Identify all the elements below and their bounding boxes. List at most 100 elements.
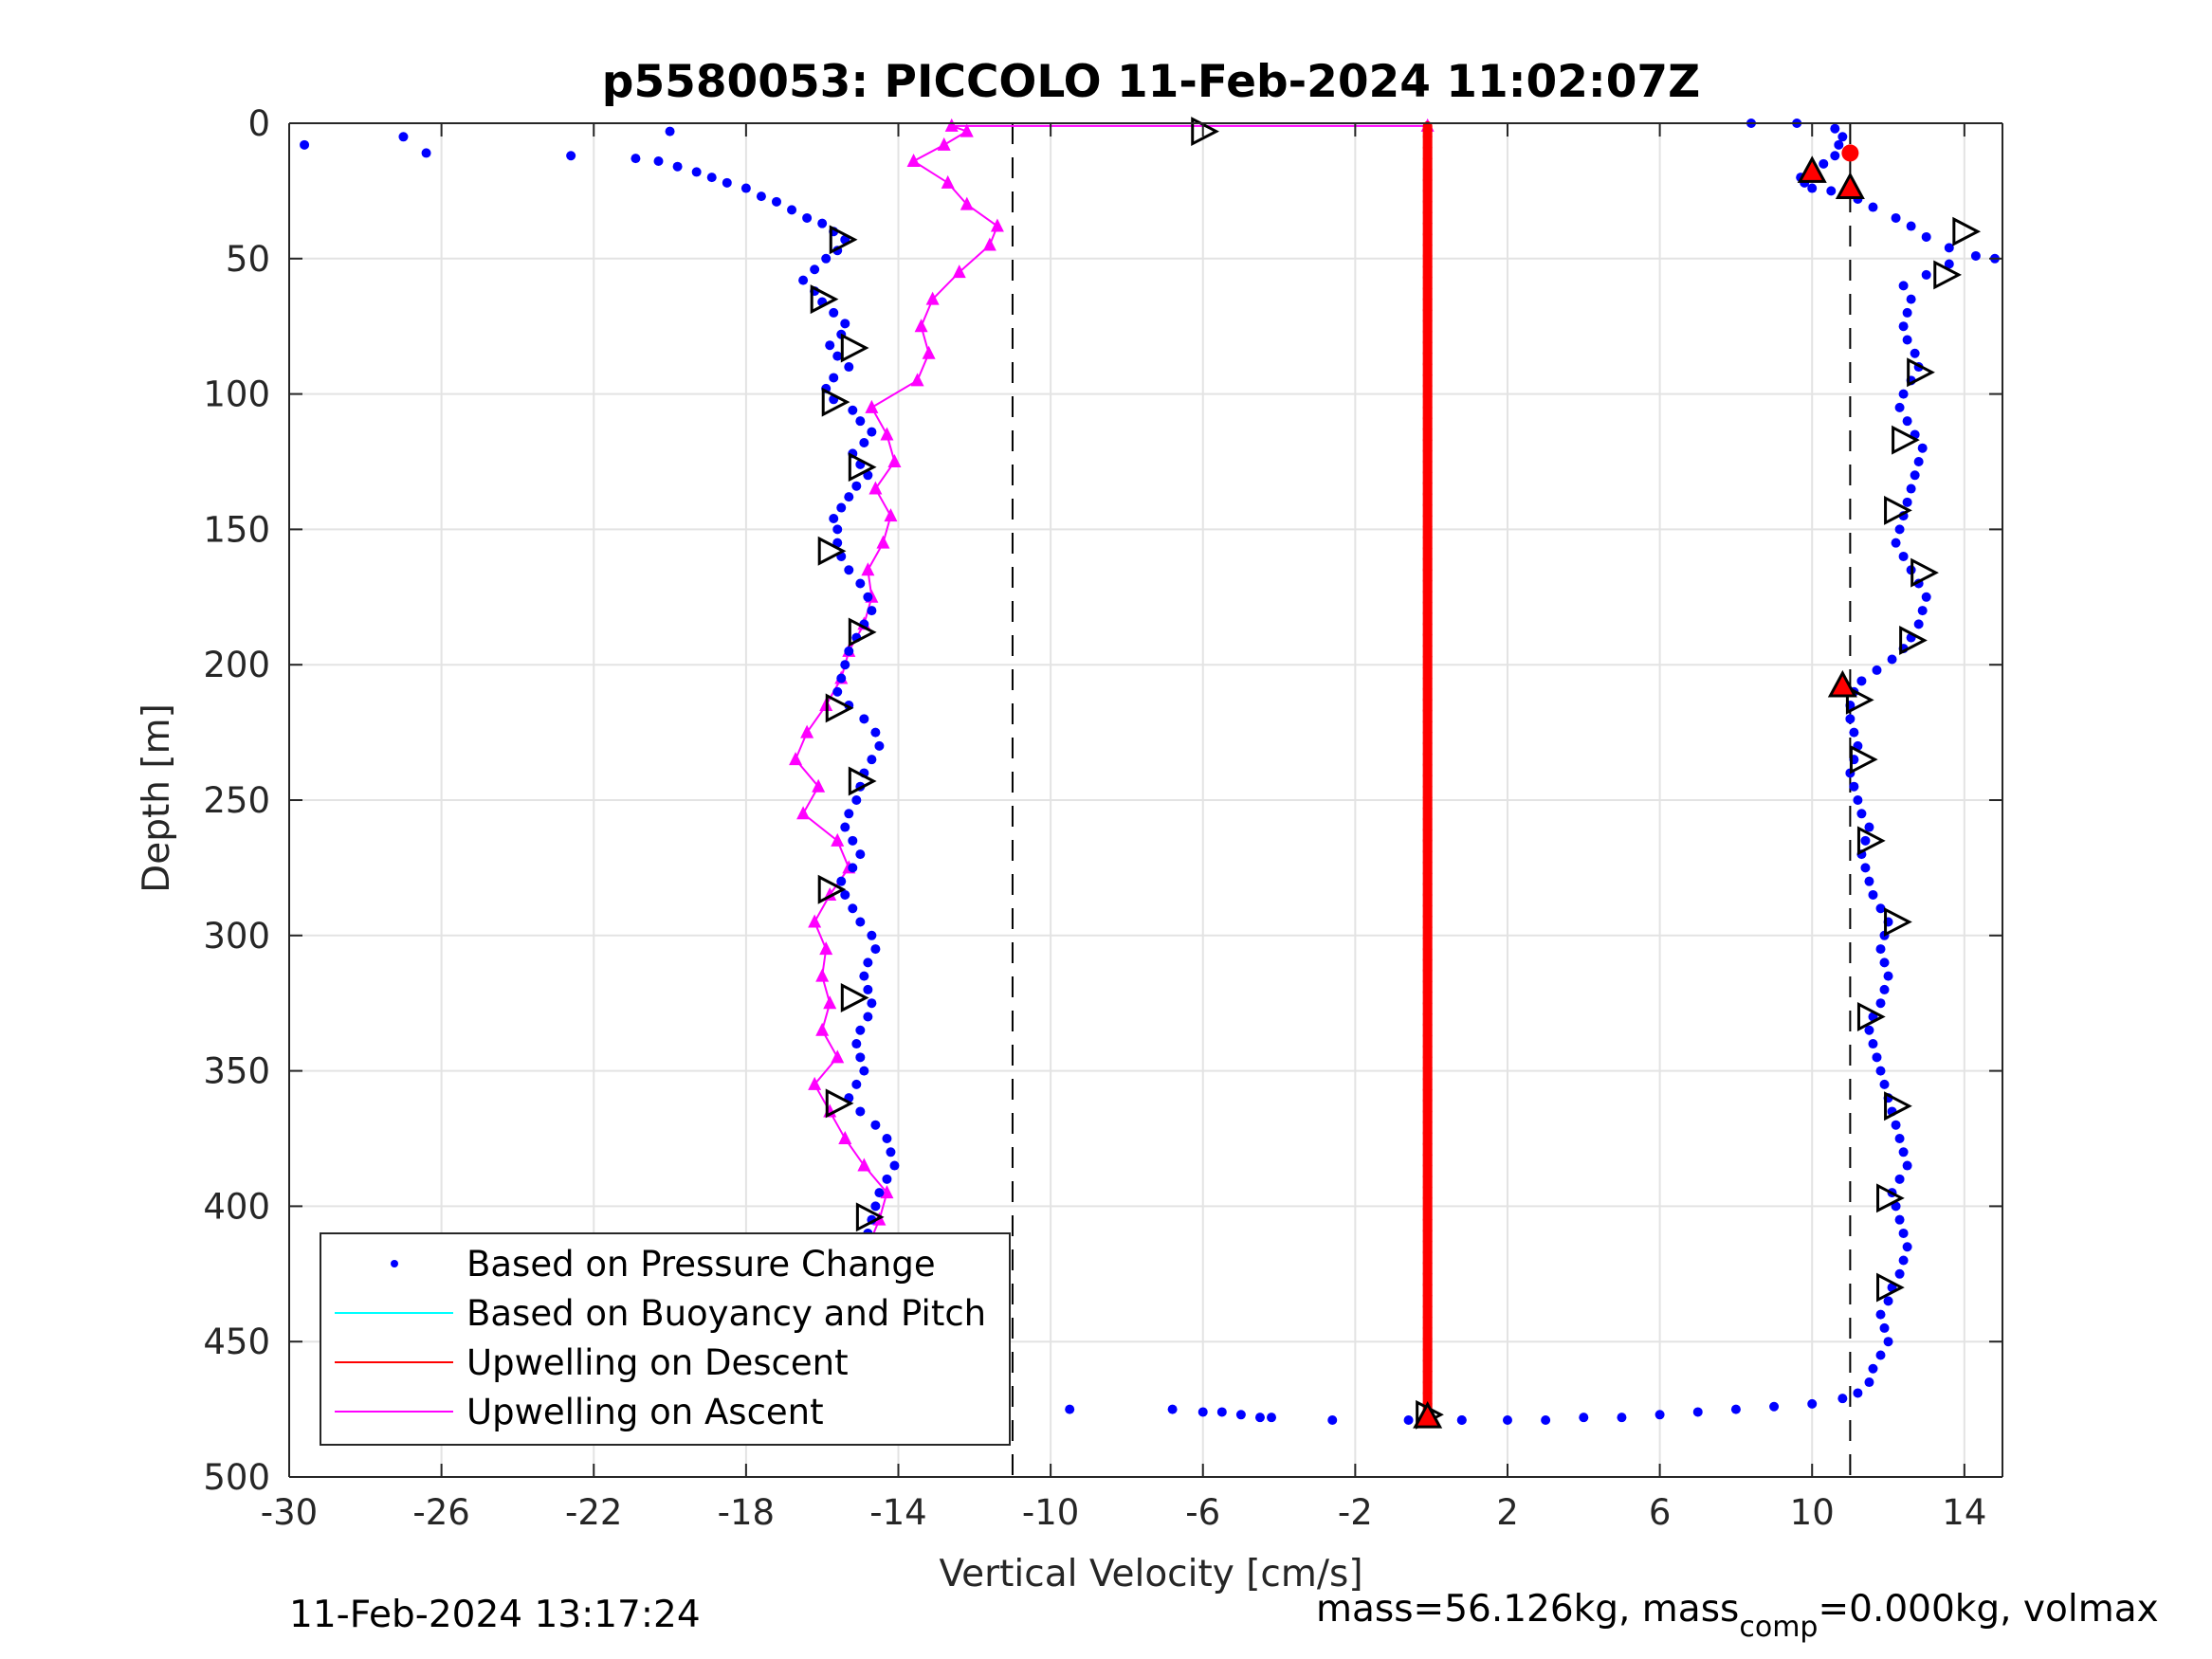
pressure-change-point [1254,1413,1265,1423]
open-triangle-marker [1907,357,1935,388]
pressure-change-point [1868,202,1878,212]
pressure-change-point [1860,835,1871,846]
pressure-change-point [836,673,847,684]
upwelling-descent-point [1422,813,1433,824]
upwelling-descent-point [1422,857,1433,867]
upwelling-descent-point [1422,413,1433,424]
pressure-change-point [840,660,850,670]
upwelling-ascent-point [796,806,811,820]
open-triangle-marker [1845,684,1874,715]
open-triangle-marker [1191,117,1219,147]
pressure-change-point [1579,1413,1589,1423]
x-tick-label: -10 [1022,1492,1079,1533]
upwelling-descent-point [1422,1106,1433,1117]
upwelling-descent-point [1422,825,1433,835]
y-tick-label: 100 [203,374,270,415]
x-tick-label: -2 [1338,1492,1373,1533]
pressure-change-point [863,1012,873,1022]
upwelling-ascent-point [937,137,951,151]
pressure-change-point [855,1106,866,1117]
upwelling-descent-point [1422,348,1433,358]
x-tick-label: 10 [1790,1492,1835,1533]
pressure-change-point [1902,416,1912,427]
upwelling-descent-point [1422,911,1433,921]
upwelling-ascent-point [990,218,1004,232]
open-triangle-marker [817,874,847,904]
pressure-change-point [859,714,869,724]
pressure-change-point [836,876,847,886]
upwelling-descent-point [1422,587,1433,597]
upwelling-descent-point [1422,933,1433,943]
red-triangle-marker [1827,669,1857,698]
pressure-change-point [870,1201,881,1212]
pressure-change-point [1853,1388,1863,1398]
y-tick-label: 500 [203,1457,270,1498]
pressure-change-point [882,1134,892,1143]
upwelling-descent-point [1422,370,1433,380]
upwelling-descent-point [1422,608,1433,618]
pressure-change-point [1894,1174,1905,1184]
pressure-change-point [653,155,664,166]
pressure-change-point [844,362,854,373]
upwelling-descent-point [1422,1150,1433,1160]
upwelling-ascent-point [922,345,936,359]
pressure-change-point [798,275,809,285]
upwelling-descent-point [1422,1030,1433,1041]
upwelling-ascent-point [906,153,921,167]
upwelling-descent-point [1422,381,1433,392]
upwelling-descent-point [1422,208,1433,218]
pressure-change-point [1944,243,1954,253]
red-triangle-marker [1413,1401,1443,1429]
upwelling-descent-point [1422,521,1433,532]
upwelling-ascent-point [831,832,845,847]
pressure-change-point [844,492,854,502]
upwelling-descent-point [1422,641,1433,651]
pressure-change-point [1898,1228,1909,1238]
pressure-change-point [1807,1398,1818,1409]
upwelling-descent-point [1422,727,1433,738]
upwelling-descent-point [1422,803,1433,813]
pressure-change-point [829,373,839,383]
upwelling-ascent-point [789,752,803,766]
pressure-change-point [1898,1255,1909,1266]
pressure-change-point [1769,1401,1780,1412]
upwelling-descent-point [1422,511,1433,521]
upwelling-descent-point [1422,565,1433,575]
triangle-markers [810,117,1982,1430]
pressure-change-point [740,183,751,193]
pressure-change-point [829,513,839,523]
upwelling-descent-point [1422,1041,1433,1051]
red-triangle-marker [1835,172,1865,200]
upwelling-ascent-point [815,1022,830,1036]
red-triangle-marker [1797,155,1827,183]
open-triangle-marker [825,1088,854,1119]
upwelling-descent-point [1422,154,1433,164]
upwelling-descent-series [1422,120,1433,1420]
pressure-change-point [1692,1407,1703,1417]
pressure-change-point [1944,259,1954,269]
pressure-change-point [889,1160,900,1171]
pressure-change-point [844,565,854,575]
pressure-change-point [863,957,873,968]
y-tick-label: 450 [203,1322,270,1362]
pressure-change-point [840,319,850,329]
pressure-change-point [1837,1394,1848,1404]
pressure-change-point [836,502,847,513]
upwelling-descent-point [1422,575,1433,586]
upwelling-descent-point [1422,955,1433,965]
upwelling-descent-point [1422,500,1433,510]
pressure-change-point [1819,158,1829,169]
pressure-change-point [1834,139,1844,150]
open-triangle-marker [1910,557,1939,588]
pressure-change-point [1879,1322,1890,1333]
upwelling-descent-point [1422,174,1433,185]
pressure-change-point [1913,619,1924,629]
open-triangle-marker [817,536,847,566]
open-triangle-marker [1892,425,1920,455]
upwelling-descent-point [1422,1139,1433,1149]
upwelling-descent-point [1422,847,1433,857]
upwelling-descent-point [1422,793,1433,803]
open-triangle-marker [1884,907,1912,937]
upwelling-descent-point [1422,651,1433,662]
pressure-change-point [867,427,877,437]
